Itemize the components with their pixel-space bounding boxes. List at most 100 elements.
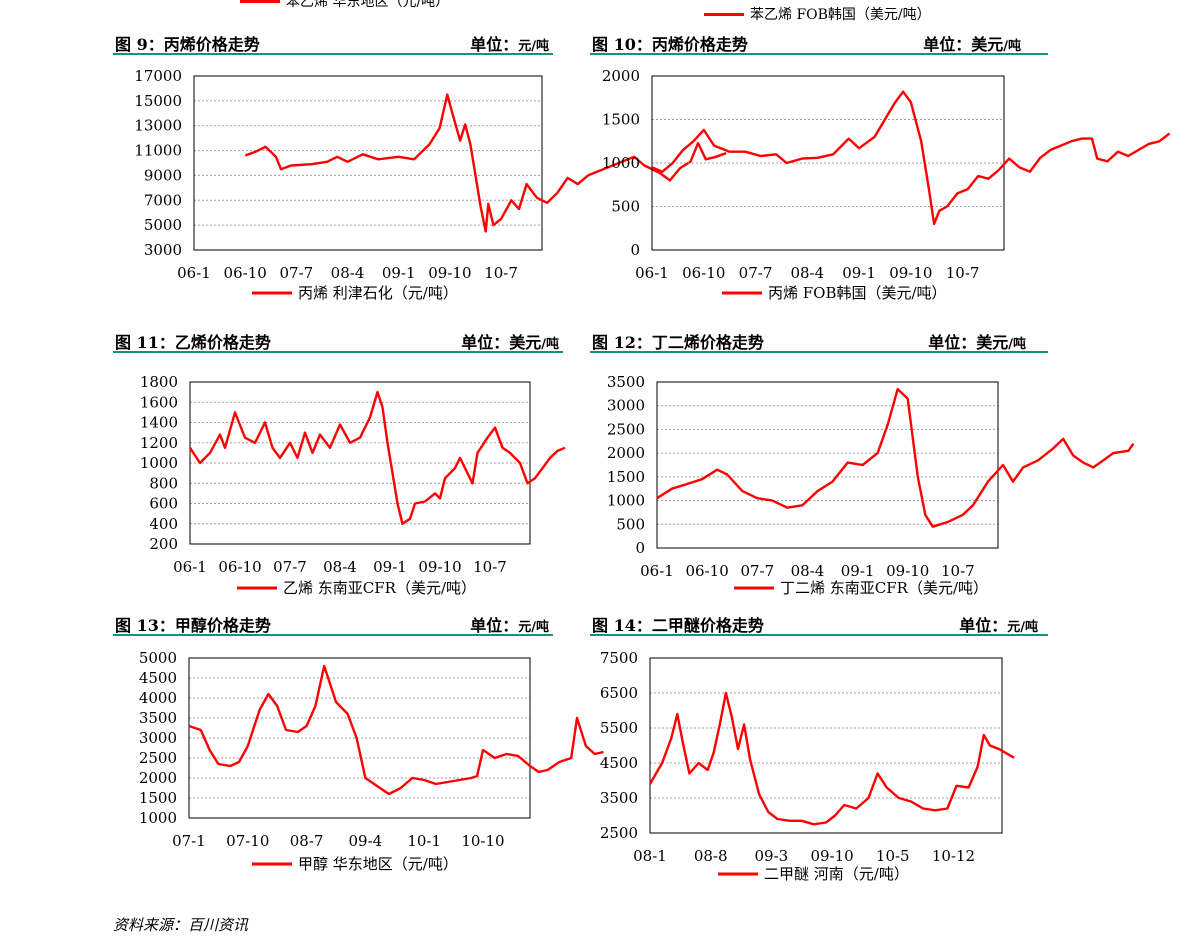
- y-tick-label: 400: [149, 515, 178, 533]
- x-tick-label: 07-7: [739, 264, 773, 282]
- y-tick-label: 4500: [139, 669, 177, 687]
- plot-frame: [188, 657, 531, 819]
- figure-title: 图 13：甲醇价格走势: [115, 616, 271, 635]
- y-tick-label: 800: [149, 474, 178, 492]
- figure-11-header: 图 11：乙烯价格走势 单位：美元/吨: [113, 329, 563, 353]
- plot-frame: [189, 381, 531, 545]
- legend-label: 苯乙烯 华东地区（元/吨）: [286, 0, 450, 10]
- y-tick-label: 1200: [140, 434, 178, 452]
- y-tick-label: 13000: [134, 117, 182, 135]
- top-right-legend: 苯乙烯 FOB韩国（美元/吨）: [704, 4, 931, 24]
- x-tick-label: 06-10: [686, 562, 729, 580]
- legend-label: 丙烯 FOB韩国（美元/吨）: [768, 284, 947, 302]
- y-tick-label: 1800: [140, 373, 178, 391]
- legend-label: 二甲醚 河南（元/吨）: [764, 865, 909, 883]
- x-tick-label: 06-10: [682, 264, 725, 282]
- x-tick-label: 10-5: [876, 847, 910, 865]
- x-tick-label: 09-1: [382, 264, 416, 282]
- unit-label: 单位：美元/吨: [923, 35, 1021, 54]
- y-tick-label: 1400: [140, 414, 178, 432]
- figure-title: 图 14：二甲醚价格走势: [592, 616, 764, 635]
- x-tick-label: 06-1: [635, 264, 669, 282]
- y-tick-label: 1000: [140, 454, 178, 472]
- series-line: [188, 390, 566, 525]
- unit-label: 单位：美元/吨: [928, 333, 1026, 352]
- x-tick-label: 09-10: [810, 847, 853, 865]
- x-tick-label: 10-7: [473, 558, 507, 576]
- plot-frame: [193, 75, 543, 251]
- x-tick-label: 09-1: [841, 562, 875, 580]
- series-line: [651, 90, 1171, 226]
- x-tick-label: 10-7: [941, 562, 975, 580]
- x-tick-label: 08-8: [694, 847, 728, 865]
- legend-line: [240, 0, 280, 3]
- legend-label: 甲醇 华东地区（元/吨）: [298, 855, 458, 873]
- y-tick-label: 0: [635, 539, 645, 557]
- x-tick-label: 09-1: [373, 558, 407, 576]
- figure-9-header: 图 9：丙烯价格走势 单位：元/吨: [113, 31, 553, 55]
- figure-title: 图 11：乙烯价格走势: [115, 333, 271, 352]
- figure-title: 图 10：丙烯价格走势: [592, 35, 748, 54]
- legend-label: 丙烯 利津石化（元/吨）: [298, 284, 458, 302]
- x-tick-label: 09-10: [418, 558, 461, 576]
- legend-label: 丁二烯 东南亚CFR（美元/吨）: [780, 579, 988, 597]
- x-tick-label: 10-7: [946, 264, 980, 282]
- y-tick-label: 1500: [602, 111, 640, 129]
- y-tick-label: 600: [149, 495, 178, 513]
- x-tick-label: 08-4: [790, 264, 824, 282]
- y-tick-label: 1500: [607, 468, 645, 486]
- y-tick-label: 2500: [600, 824, 638, 842]
- y-tick-label: 2000: [602, 67, 640, 85]
- y-tick-label: 15000: [134, 92, 182, 110]
- legend-label: 苯乙烯 FOB韩国（美元/吨）: [750, 7, 931, 23]
- series-line: [648, 691, 1015, 826]
- plot-frame: [656, 381, 999, 549]
- y-tick-label: 500: [616, 515, 645, 533]
- y-tick-label: 3000: [144, 241, 182, 259]
- x-tick-label: 09-3: [755, 847, 789, 865]
- figure-13-header: 图 13：甲醇价格走势 单位：元/吨: [113, 612, 553, 636]
- y-tick-label: 5500: [600, 719, 638, 737]
- figure-10-header: 图 10：丙烯价格走势 单位：美元/吨: [590, 31, 1048, 55]
- y-tick-label: 3500: [600, 789, 638, 807]
- legend-label: 乙烯 东南亚CFR（美元/吨）: [283, 579, 476, 597]
- y-tick-label: 1000: [602, 154, 640, 172]
- y-tick-label: 7000: [144, 191, 182, 209]
- figure-12-header: 图 12：丁二烯价格走势 单位：美元/吨: [590, 329, 1048, 353]
- y-tick-label: 2500: [607, 420, 645, 438]
- x-tick-label: 07-10: [226, 832, 269, 850]
- y-tick-label: 3000: [607, 397, 645, 415]
- series-line: [656, 387, 1135, 528]
- figure-title: 图 12：丁二烯价格走势: [592, 333, 764, 352]
- x-tick-label: 10-7: [484, 264, 518, 282]
- y-tick-label: 6500: [600, 684, 638, 702]
- x-tick-label: 09-1: [842, 264, 876, 282]
- y-tick-label: 200: [149, 535, 178, 553]
- x-tick-label: 10-1: [407, 832, 441, 850]
- y-tick-label: 2000: [607, 444, 645, 462]
- y-tick-label: 5000: [139, 649, 177, 667]
- y-tick-label: 3000: [139, 729, 177, 747]
- x-tick-label: 08-4: [331, 264, 365, 282]
- x-tick-label: 07-7: [273, 558, 307, 576]
- x-tick-label: 09-10: [428, 264, 471, 282]
- x-tick-label: 08-4: [323, 558, 357, 576]
- y-tick-label: 1600: [140, 393, 178, 411]
- x-tick-label: 06-1: [640, 562, 674, 580]
- x-tick-label: 08-4: [791, 562, 825, 580]
- y-tick-label: 2500: [139, 749, 177, 767]
- x-tick-label: 06-1: [173, 558, 207, 576]
- y-tick-label: 1000: [607, 492, 645, 510]
- y-tick-label: 2000: [139, 769, 177, 787]
- y-tick-label: 0: [630, 241, 640, 259]
- series-line: [244, 93, 727, 233]
- y-tick-label: 1000: [139, 809, 177, 827]
- x-tick-label: 06-10: [224, 264, 267, 282]
- y-tick-label: 11000: [134, 142, 182, 160]
- y-tick-label: 9000: [144, 166, 182, 184]
